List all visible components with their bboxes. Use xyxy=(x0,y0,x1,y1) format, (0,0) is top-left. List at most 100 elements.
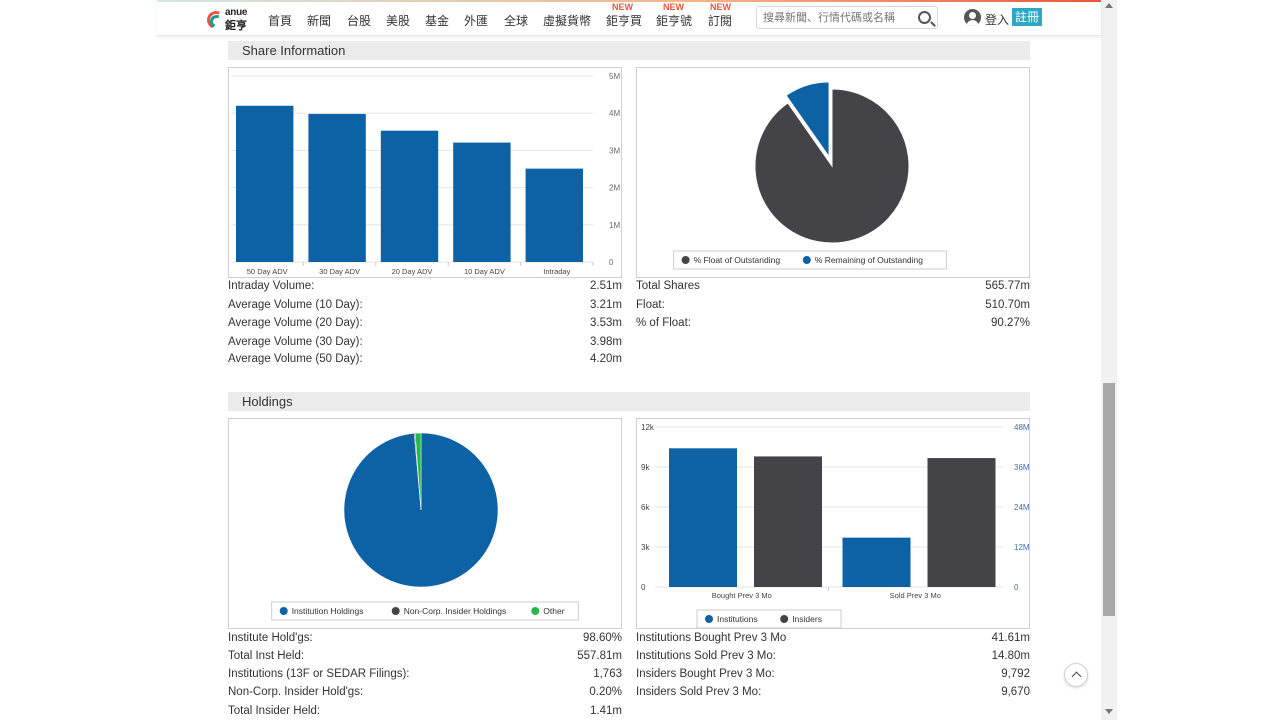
stat-row: Insiders Bought Prev 3 Mo: 9,792 xyxy=(636,668,1030,683)
stat-row: Institutions (13F or SEDAR Filings): 1,76… xyxy=(228,668,622,683)
y-tick-label: 1M xyxy=(609,221,620,230)
stat-row: Institutions Bought Prev 3 Mo 41.61m xyxy=(636,632,1030,647)
nav-anue-buy[interactable]: 鉅亨買 xyxy=(606,14,643,28)
stat-row: Float: 510.70m xyxy=(636,299,1030,314)
nav-us-stock[interactable]: 美股 xyxy=(386,14,411,28)
stat-row: Total Insider Held: 1.41m xyxy=(228,705,622,720)
stat-label: Total Inst Held: xyxy=(228,650,305,662)
logo-text-en: anue xyxy=(225,7,248,18)
legend-marker xyxy=(391,607,400,615)
bar xyxy=(453,142,511,262)
page-margin-left xyxy=(0,0,157,720)
x-tick-label: 30 Day ADV xyxy=(319,267,360,276)
nav-anue-account[interactable]: 鉅亨號 xyxy=(656,14,693,28)
y-tick-label-left: 9k xyxy=(641,463,650,472)
nav-fund[interactable]: 基金 xyxy=(425,14,450,28)
nav-subscribe[interactable]: 訂閱 xyxy=(708,14,733,28)
scroll-up-arrow-icon[interactable] xyxy=(1105,3,1113,8)
stat-label: % of Float: xyxy=(636,317,691,329)
nav-home[interactable]: 首頁 xyxy=(268,14,293,28)
search-input[interactable] xyxy=(757,7,907,28)
legend-marker xyxy=(681,256,690,264)
stat-label: Average Volume (30 Day): xyxy=(228,336,363,348)
section-title-holdings: Holdings xyxy=(228,392,1030,411)
stat-value: 9,792 xyxy=(1001,668,1030,680)
main-content: Share Information 0 1M 2M 3M 4M 5M 50 Day ADV 3… xyxy=(157,0,1101,720)
activity-bar-chart: 0 0 3k 12M 6k 24M 9k 36M 12k 48M Bought Prev 3 Mo S… xyxy=(641,423,1030,629)
legend-label: Non-Corp. Insider Holdings xyxy=(404,606,507,616)
y-tick-label: 3M xyxy=(609,146,620,155)
x-tick-label: 10 Day ADV xyxy=(464,267,505,276)
stat-label: Institutions Sold Prev 3 Mo: xyxy=(636,650,776,662)
back-to-top-button[interactable] xyxy=(1064,663,1088,687)
y-tick-label-right: 24M xyxy=(1014,503,1029,512)
stat-row: Intraday Volume: 2.51m xyxy=(228,280,622,295)
stat-value: 565.77m xyxy=(985,280,1030,292)
y-tick-label: 2M xyxy=(609,184,620,193)
x-tick-label: Intraday xyxy=(543,267,570,276)
pie-slice xyxy=(414,432,422,511)
stat-label: Insiders Sold Prev 3 Mo: xyxy=(636,686,762,698)
stat-value: 98.60% xyxy=(582,632,622,644)
bar xyxy=(927,458,996,587)
legend-label: Institutions xyxy=(717,614,758,624)
new-badge: NEW xyxy=(710,2,731,12)
x-tick-label: 20 Day ADV xyxy=(392,267,433,276)
bar xyxy=(236,105,294,262)
y-tick-label-left: 3k xyxy=(641,543,650,552)
section-title-share-information: Share Information xyxy=(228,41,1030,60)
legend-label: Institution Holdings xyxy=(292,606,364,616)
new-badge: NEW xyxy=(663,2,684,12)
nav-global[interactable]: 全球 xyxy=(504,14,529,28)
bar xyxy=(842,537,911,587)
stat-row: Average Volume (30 Day): 3.98m xyxy=(228,336,622,351)
stat-label: Total Insider Held: xyxy=(228,705,321,717)
nav-forex[interactable]: 外匯 xyxy=(464,14,489,28)
stat-row: Insiders Sold Prev 3 Mo: 9,670 xyxy=(636,686,1030,701)
y-tick-label-left: 6k xyxy=(641,503,650,512)
y-tick-label-right: 48M xyxy=(1014,423,1029,432)
header-accent-line xyxy=(157,0,1101,2)
nav-crypto[interactable]: 虛擬貨幣 xyxy=(543,14,592,28)
stat-row: Average Volume (10 Day): 3.21m xyxy=(228,299,622,314)
float-pie-chart: % Float of Outstanding % Remaining of Out… xyxy=(673,80,947,270)
volume-bar-chart: 0 1M 2M 3M 4M 5M 50 Day ADV 30 Day ADV 20 Day AD… xyxy=(231,72,620,276)
stat-row: Institutions Sold Prev 3 Mo: 14.80m xyxy=(636,650,1030,665)
search-icon[interactable] xyxy=(918,11,931,24)
legend-marker xyxy=(531,607,540,615)
bar xyxy=(525,168,583,262)
stat-value: 1.41m xyxy=(590,705,622,717)
stat-label: Float: xyxy=(636,299,665,311)
x-tick-label: Bought Prev 3 Mo xyxy=(712,591,772,600)
pie-slice xyxy=(784,80,831,162)
nav-news[interactable]: 新聞 xyxy=(307,14,332,28)
register-button[interactable]: 註冊 xyxy=(1012,8,1043,26)
stat-row: Institute Hold'gs: 98.60% xyxy=(228,632,622,647)
nav-tw-stock[interactable]: 台股 xyxy=(347,14,372,28)
new-badge: NEW xyxy=(612,2,633,12)
page-margin-right xyxy=(1117,0,1280,720)
stat-label: Institute Hold'gs: xyxy=(228,632,313,644)
user-icon[interactable] xyxy=(964,9,981,26)
x-tick-label: Sold Prev 3 Mo xyxy=(890,591,941,600)
float-pie-chart-panel: % Float of Outstanding % Remaining of Out… xyxy=(636,67,1030,278)
legend-label: % Float of Outstanding xyxy=(694,255,781,265)
stat-value: 557.81m xyxy=(577,650,622,662)
bar xyxy=(380,130,439,262)
scrollbar-thumb[interactable] xyxy=(1103,383,1115,616)
stat-label: Insiders Bought Prev 3 Mo: xyxy=(636,668,775,680)
anue-logo[interactable]: anue 鉅亨 xyxy=(204,7,255,32)
bar xyxy=(308,113,366,262)
legend-label: Other xyxy=(543,606,564,616)
stat-value: 3.98m xyxy=(590,336,622,348)
stat-row: Total Inst Held: 557.81m xyxy=(228,650,622,665)
stat-label: Non-Corp. Insider Hold'gs: xyxy=(228,686,364,698)
stat-label: Average Volume (50 Day): xyxy=(228,353,363,365)
x-tick-label: 50 Day ADV xyxy=(247,267,288,276)
logo-text-zh: 鉅亨 xyxy=(225,20,247,32)
site-header: anue 鉅亨 首頁 新聞 台股 美股 基金 外匯 全球 虛擬貨幣 NEW 鉅亨… xyxy=(157,0,1101,36)
login-link[interactable]: 登入 xyxy=(985,13,1010,27)
scroll-down-arrow-icon[interactable] xyxy=(1105,709,1113,714)
bar xyxy=(754,456,822,587)
y-tick-label: 5M xyxy=(609,72,620,81)
